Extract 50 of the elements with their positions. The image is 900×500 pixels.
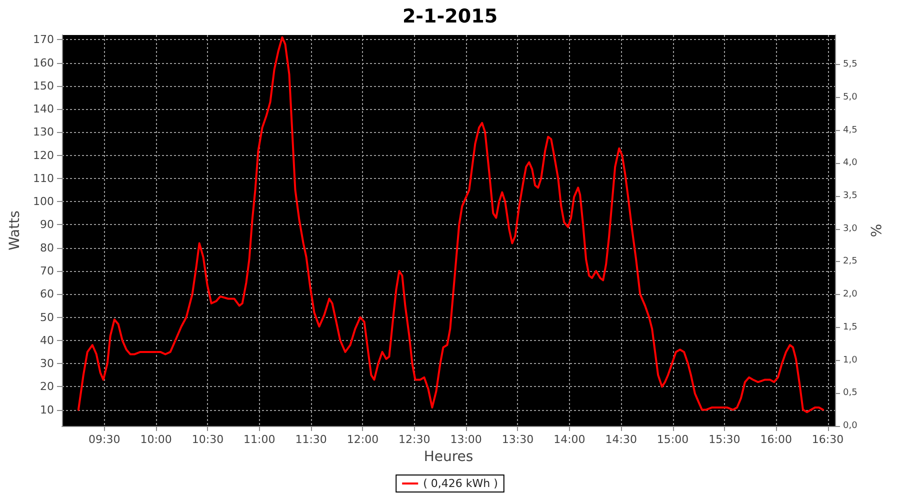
x-tick-label: 09:30: [88, 433, 120, 446]
y-axis-title: Watts: [7, 210, 24, 250]
y2-tick-label: 0,0: [843, 421, 858, 431]
x-tick-label: 12:00: [346, 433, 379, 446]
y2-tick-label: 0,5: [843, 388, 858, 398]
x-tick-label: 16:30: [812, 433, 844, 446]
legend-label: ( 0,426 kWh ): [423, 477, 498, 490]
y2-tick-label: 4,5: [843, 125, 858, 136]
x-tick-label: 12:30: [398, 433, 430, 446]
chart-title: 2-1-2015: [402, 6, 498, 28]
x-tick-label: 14:00: [554, 433, 586, 446]
x-tick-label: 11:30: [295, 433, 327, 446]
y-tick-label: 170: [33, 33, 54, 46]
x-tick-label: 13:00: [450, 433, 482, 446]
y2-tick-label: 2,0: [843, 290, 858, 300]
x-tick-label: 13:30: [502, 433, 534, 446]
y2-tick-label: 4,0: [843, 158, 858, 168]
y2-tick-label: 1,0: [843, 355, 858, 366]
y-tick-label: 150: [33, 79, 54, 92]
y-tick-label: 80: [40, 241, 54, 254]
x-tick-label: 16:00: [760, 433, 792, 446]
y-tick-label: 120: [33, 148, 54, 162]
y-tick-label: 140: [33, 102, 54, 116]
y2-tick-label: 1,5: [843, 322, 858, 332]
x-tick-label: 10:00: [140, 433, 172, 446]
y-tick-label: 100: [33, 195, 54, 208]
line-series: [77, 36, 824, 414]
y-tick-label: 20: [40, 380, 54, 394]
y2-axis-title: %: [867, 224, 884, 238]
y-tick-label: 160: [33, 56, 54, 70]
y2-tick-label: 3,0: [843, 224, 858, 234]
y-tick-label: 50: [40, 310, 54, 324]
y-tick-label: 30: [40, 357, 54, 370]
x-tick-label: 11:00: [244, 433, 276, 446]
x-tick-label: 14:30: [605, 433, 637, 446]
x-tick-label: 10:30: [192, 433, 224, 446]
y-tick-label: 40: [40, 334, 54, 347]
y-tick-label: 10: [40, 403, 54, 416]
y-tick-label: 130: [33, 126, 54, 139]
y-tick-label: 110: [33, 172, 54, 185]
y2-tick-label: 5,5: [843, 60, 858, 70]
x-tick-label: 15:30: [708, 433, 740, 446]
y2-tick-label: 2,5: [843, 256, 858, 267]
x-tick-label: 15:00: [656, 433, 689, 446]
y-tick-label: 60: [40, 288, 54, 301]
x-axis-title: Heures: [424, 448, 474, 465]
y-tick-label: 70: [40, 264, 54, 278]
y2-tick-label: 5,0: [843, 92, 858, 102]
y-tick-label: 90: [40, 218, 54, 232]
y2-tick-label: 3,5: [843, 191, 858, 201]
